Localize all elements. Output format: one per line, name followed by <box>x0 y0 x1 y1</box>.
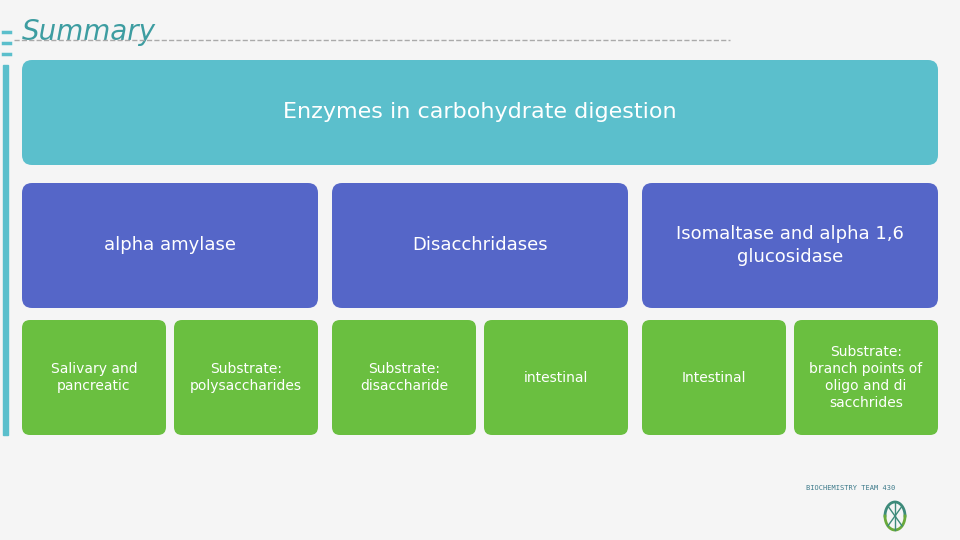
Text: alpha amylase: alpha amylase <box>104 237 236 254</box>
Text: intestinal: intestinal <box>524 370 588 384</box>
Text: Isomaltase and alpha 1,6
glucosidase: Isomaltase and alpha 1,6 glucosidase <box>676 225 904 266</box>
FancyBboxPatch shape <box>332 183 628 308</box>
FancyBboxPatch shape <box>794 320 938 435</box>
FancyBboxPatch shape <box>22 320 166 435</box>
Text: Summary: Summary <box>22 18 156 46</box>
Text: Substrate:
branch points of
oligo and di
sacchrides: Substrate: branch points of oligo and di… <box>809 345 923 410</box>
FancyBboxPatch shape <box>642 320 786 435</box>
FancyBboxPatch shape <box>642 183 938 308</box>
FancyBboxPatch shape <box>174 320 318 435</box>
Text: Enzymes in carbohydrate digestion: Enzymes in carbohydrate digestion <box>283 103 677 123</box>
Text: Substrate:
polysaccharides: Substrate: polysaccharides <box>190 362 302 393</box>
Text: Intestinal: Intestinal <box>682 370 746 384</box>
Bar <box>3 65 8 435</box>
FancyBboxPatch shape <box>332 320 476 435</box>
Text: Salivary and
pancreatic: Salivary and pancreatic <box>51 362 137 393</box>
Text: Substrate:
disaccharide: Substrate: disaccharide <box>360 362 448 393</box>
FancyBboxPatch shape <box>22 183 318 308</box>
Text: Disacchridases: Disacchridases <box>412 237 548 254</box>
FancyBboxPatch shape <box>484 320 628 435</box>
FancyBboxPatch shape <box>22 60 938 165</box>
Text: BIOCHEMISTRY TEAM 430: BIOCHEMISTRY TEAM 430 <box>805 485 895 491</box>
